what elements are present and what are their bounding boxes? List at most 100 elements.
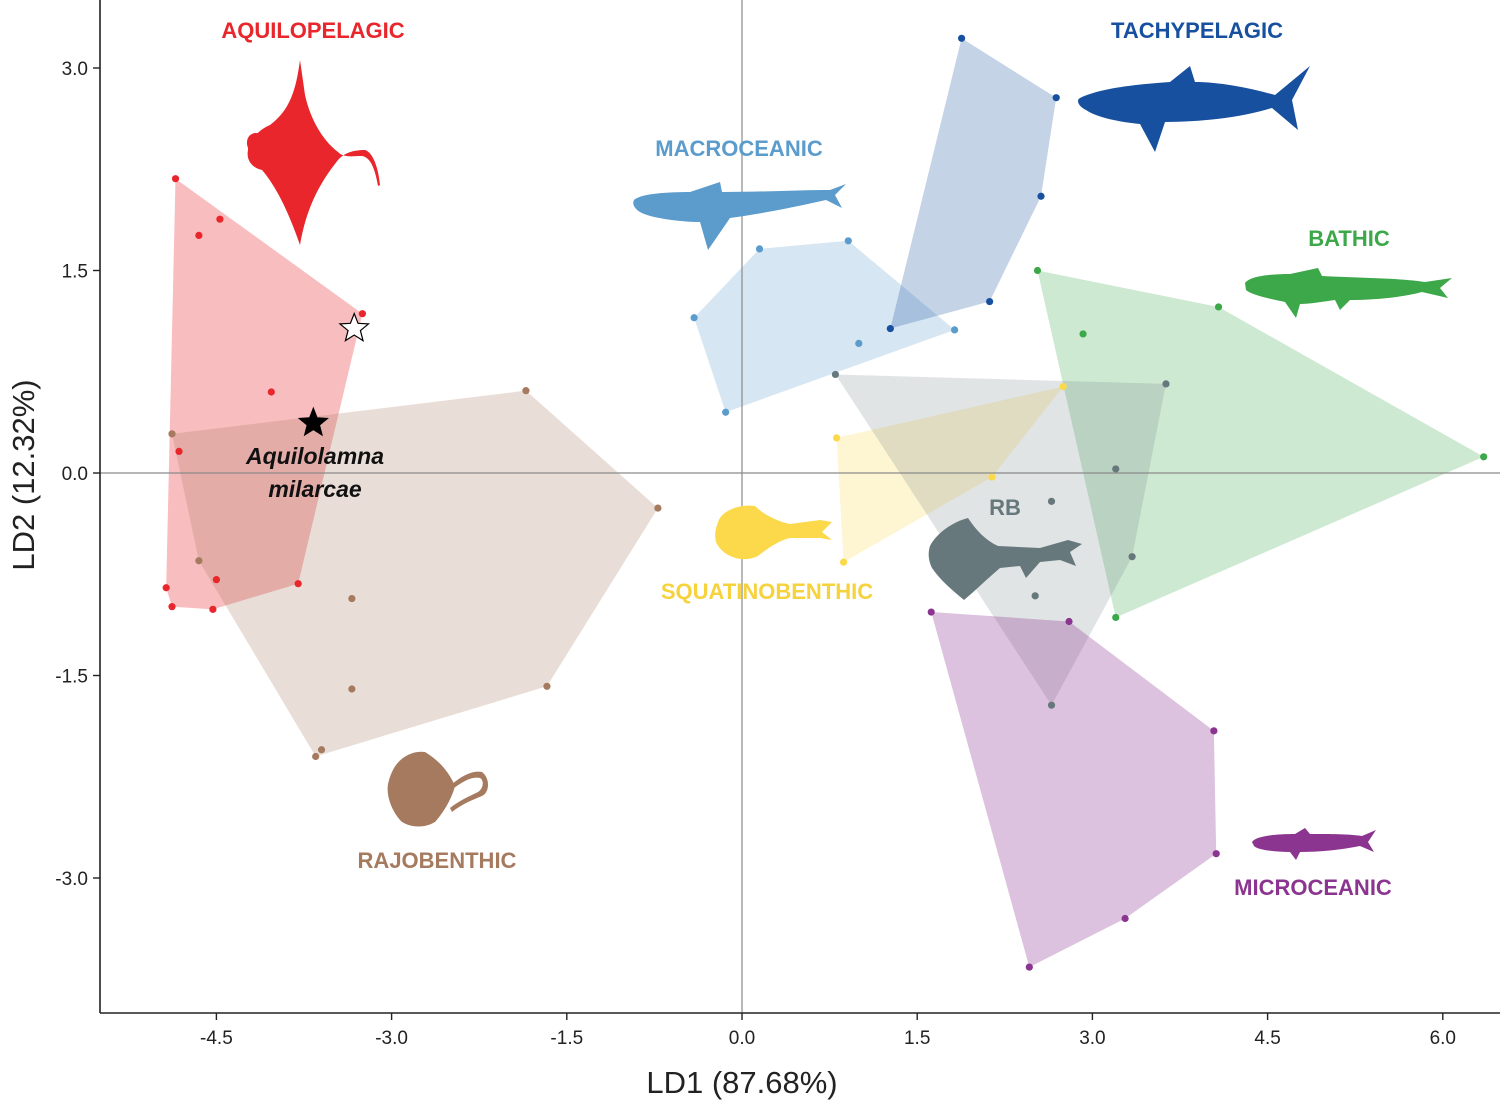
hull-macroceanic [694,240,955,413]
point-aquilopelagic [267,388,275,396]
point-rb [1128,553,1136,561]
point-tachypelagic [886,324,894,333]
point-rajobenthic [348,594,356,603]
point-bathic [1033,266,1042,275]
hull-tachypelagic [890,38,1057,329]
x-tick-label: 0.0 [729,1028,755,1049]
point-aquilopelagic [175,447,183,455]
point-aquilopelagic [171,175,180,183]
point-rb [1031,592,1039,600]
point-tachypelagic [986,297,994,306]
point-aquilopelagic [162,584,170,592]
x-axis-title: LD1 (87.68%) [646,1065,837,1100]
x-tick-label: 6.0 [1430,1028,1456,1049]
point-rajobenthic [317,746,326,754]
point-rajobenthic [348,685,356,693]
guitarfish-silhouette-icon [928,518,1082,600]
point-rb [831,370,840,379]
point-macroceanic [855,339,863,347]
point-aquilopelagic [294,580,302,588]
hull-rajobenthic [172,390,658,757]
small-shark-silhouette-icon [1252,828,1376,860]
y-tick-label: -3.0 [55,869,88,890]
point-microceanic [1212,850,1220,858]
point-bathic [1112,613,1120,622]
point-bathic [1480,453,1488,461]
filled-star-marker [297,406,329,437]
y-tick-label: 1.5 [62,262,88,283]
point-macroceanic [690,314,698,322]
point-bathic [1214,303,1223,311]
point-macroceanic [844,237,852,245]
species-label-line2: milarcae [268,476,362,502]
label-bathic: BATHIC [1308,226,1390,251]
label-tachypelagic: TACHYPELAGIC [1111,18,1283,43]
point-squatinobenthic [833,434,841,442]
x-tick-label: -4.5 [200,1028,233,1049]
hull-rb [835,374,1166,706]
point-tachypelagic [1037,192,1045,200]
point-aquilopelagic [209,605,217,613]
label-microceanic: MICROCEANIC [1234,875,1392,900]
point-macroceanic [722,408,730,416]
hull-microceanic [931,612,1217,968]
sixgill-shark-silhouette-icon [1245,268,1452,318]
silhouettes [246,60,1452,860]
open-star-marker [338,311,371,343]
annotation-markers [297,311,371,437]
whale-shark-silhouette-icon [633,182,846,250]
point-rajobenthic [654,504,662,512]
x-tick-label: 4.5 [1254,1028,1280,1049]
convex-hulls [166,38,1484,968]
y-axis-title: LD2 (12.32%) [6,379,41,570]
point-aquilopelagic [168,603,176,611]
point-rajobenthic [522,387,530,395]
label-macroceanic: MACROCEANIC [655,136,823,161]
point-rb [1162,380,1170,388]
label-rb: RB [989,495,1021,520]
hull-bathic [1037,270,1484,618]
axes: -4.5 -3.0 -1.5 0.0 1.5 3.0 4.5 6.0 -3.0 -1.5 0.0 1.… [55,0,1500,1049]
point-macroceanic [950,326,959,334]
great-white-shark-silhouette-icon [1078,66,1310,152]
x-tick-label: -1.5 [550,1028,583,1049]
point-aquilopelagic [216,215,224,223]
point-microceanic [927,608,935,616]
y-tick-label: 3.0 [62,59,88,80]
point-aquilopelagic [212,576,220,584]
point-squatinobenthic [1059,383,1067,391]
point-rajobenthic [543,682,551,690]
point-tachypelagic [957,34,966,42]
label-rajobenthic: RAJOBENTHIC [358,848,517,873]
point-rajobenthic [312,752,320,761]
x-tick-label: -3.0 [375,1028,408,1049]
point-aquilopelagic [195,231,203,239]
x-tick-label: 3.0 [1079,1028,1105,1049]
point-bathic [1079,330,1087,338]
data-points [162,34,1488,971]
angel-shark-silhouette-icon [715,505,832,560]
x-tick-label: 1.5 [904,1028,930,1049]
point-squatinobenthic [988,473,996,481]
point-microceanic [1065,617,1073,626]
label-aquilopelagic: AQUILOPELAGIC [221,18,404,43]
point-microceanic [1121,914,1129,923]
label-squatinobenthic: SQUATINOBENTHIC [661,579,873,604]
point-tachypelagic [1052,94,1060,102]
point-rb [1047,701,1056,709]
point-microceanic [1210,727,1218,735]
point-macroceanic [755,245,764,253]
hull-squatinobenthic [836,386,1064,563]
species-label-line1: Aquilolamna [245,443,384,469]
point-squatinobenthic [840,558,848,566]
y-tick-label: 0.0 [62,464,88,485]
point-microceanic [1025,963,1033,971]
point-aquilopelagic [358,310,366,318]
point-rajobenthic [195,557,203,565]
point-rb [1047,497,1056,505]
stingray-silhouette-icon [387,751,488,827]
y-tick-label: -1.5 [55,667,88,688]
point-rb [1112,465,1120,473]
hull-aquilopelagic [166,178,363,610]
